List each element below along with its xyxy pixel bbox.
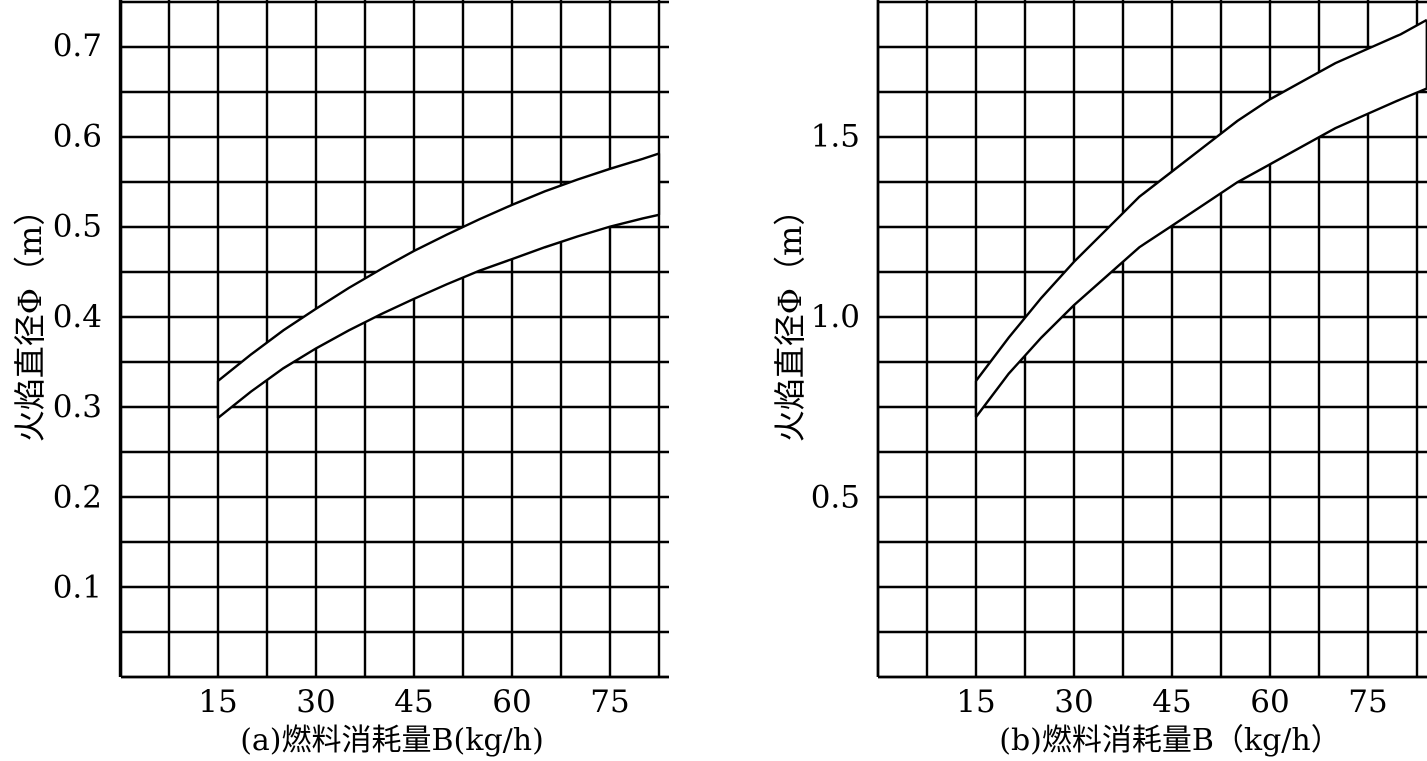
series-lower-curve: [975, 87, 1427, 418]
flame-diameter-band: [218, 153, 659, 418]
y-tick-label: 0.7: [53, 28, 102, 64]
chart-caption: (a)燃料消耗量B(kg/h): [240, 723, 544, 758]
flame-diameter-band: [976, 19, 1427, 418]
x-tick-label: 30: [296, 684, 335, 720]
x-tick-label: 45: [394, 684, 433, 720]
x-tick-label: 60: [1250, 684, 1289, 720]
x-tick-label: 75: [1348, 684, 1387, 720]
series-upper-curve: [975, 18, 1427, 382]
x-tick-label: 45: [1152, 684, 1191, 720]
chart-panel-b: 15 30 45 60 75 0.5 1.0 1.5 火焰直径Φ（m） (b)燃料消耗量B（kg/…: [771, 0, 1427, 758]
y-tick-label: 0.5: [53, 209, 102, 245]
y-tick-label: 0.3: [53, 389, 102, 425]
x-tick-label: 75: [590, 684, 629, 720]
y-tick-label: 0.4: [53, 299, 102, 335]
x-tick-label: 30: [1054, 684, 1093, 720]
chart-caption: (b)燃料消耗量B（kg/h）: [999, 723, 1340, 758]
y-tick-label: 0.5: [811, 479, 860, 515]
y-tick-label: 1.5: [811, 118, 860, 154]
y-tick-label: 0.1: [53, 570, 102, 606]
y-tick-label: 0.6: [53, 118, 102, 154]
y-axis-label: 火焰直径Φ（m）: [771, 194, 809, 443]
series-lower-curve: [217, 213, 660, 419]
series-upper-curve: [217, 152, 660, 382]
grid: [118, 0, 669, 679]
x-tick-label: 15: [198, 684, 237, 720]
chart-panel-a: 15 30 45 60 75 0.1 0.2 0.3 0.4 0.5 0.6 0.7 火焰直径Φ（m） (…: [11, 0, 669, 758]
y-tick-label: 1.0: [811, 299, 860, 335]
y-tick-label: 0.2: [53, 479, 102, 515]
x-tick-label: 15: [956, 684, 995, 720]
y-axis-label: 火焰直径Φ（m）: [11, 194, 49, 443]
x-tick-label: 60: [492, 684, 531, 720]
